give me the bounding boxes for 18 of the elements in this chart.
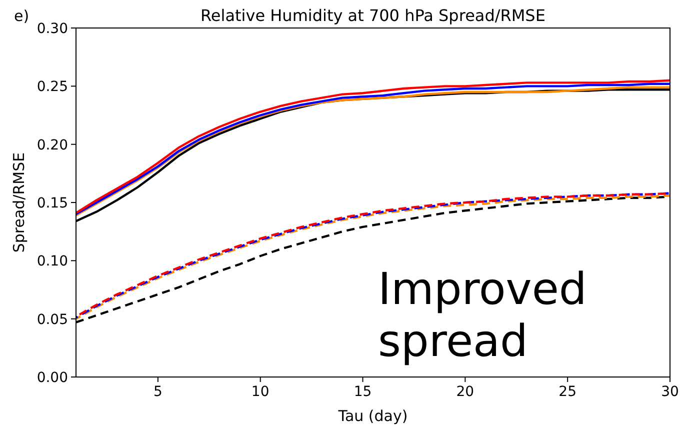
chart-title: Relative Humidity at 700 hPa Spread/RMSE <box>200 6 546 25</box>
annotation: Improved spread <box>378 264 587 367</box>
y-tick-label: 0.20 <box>36 137 68 154</box>
x-tick-label: 25 <box>558 384 576 400</box>
x-tick-label: 30 <box>661 384 679 400</box>
y-tick-label: 0.05 <box>36 312 68 328</box>
y-tick-label: 0.10 <box>36 254 68 270</box>
x-axis-title: Tau (day) <box>337 407 408 425</box>
y-tick-label: 0.30 <box>36 21 68 37</box>
y-tick-label: 0.00 <box>36 370 68 386</box>
y-tick-label: 0.25 <box>36 79 68 96</box>
x-tick-label: 10 <box>251 384 270 400</box>
x-tick-label: 5 <box>153 384 162 400</box>
text: e) <box>14 7 30 25</box>
x-tick-label: 15 <box>354 384 372 400</box>
y-tick-label: 0.15 <box>36 196 68 212</box>
x-tick-label: 20 <box>456 384 474 400</box>
y-axis-title: Spread/RMSE <box>10 152 28 253</box>
